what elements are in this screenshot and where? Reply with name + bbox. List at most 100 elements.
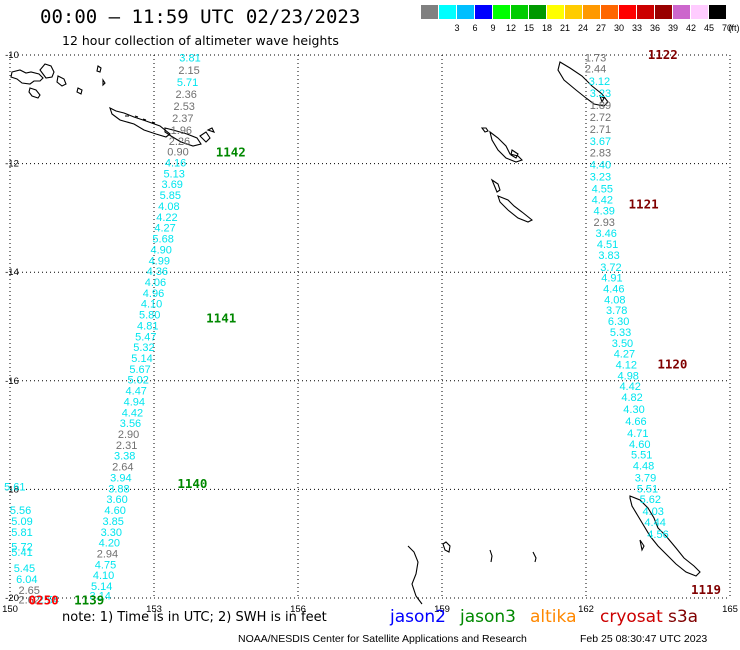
- swh-value: 5.71: [177, 77, 198, 89]
- swh-value: 4.46: [603, 283, 624, 295]
- orbit-number: 1119: [691, 582, 721, 597]
- swh-value: 3.60: [106, 494, 127, 506]
- satellite-name: s3a: [668, 607, 699, 627]
- legend-swatch: [673, 5, 690, 19]
- legend-swatch: [529, 5, 546, 19]
- legend-swatch: [637, 5, 654, 19]
- legend-swatch: [511, 5, 528, 19]
- x-tick-label: 150: [2, 604, 18, 615]
- swh-value: 4.82: [621, 392, 642, 404]
- y-tick-label: -14: [5, 267, 19, 278]
- swh-value: 2.93: [594, 217, 615, 229]
- swh-value: 5.68: [152, 234, 173, 246]
- coastline-chesterfield: [407, 541, 537, 605]
- swh-value: 4.20: [99, 538, 120, 550]
- x-tick-label: 162: [578, 604, 594, 615]
- swh-value: 3.69: [162, 179, 183, 191]
- swh-value: 3.12: [589, 76, 610, 88]
- x-tick-label: 159: [434, 604, 450, 615]
- legend-label: 3: [454, 23, 460, 33]
- swh-value: 3.83: [598, 250, 619, 262]
- orbit-number: 1140: [177, 476, 207, 491]
- y-tick-label: -18: [5, 484, 19, 495]
- swh-value: 2.31: [116, 440, 137, 452]
- swh-value: 4.08: [604, 294, 625, 306]
- legend-swatch: [547, 5, 564, 19]
- coastline-new-caledonia: [629, 495, 701, 577]
- coastline-solomons-east: [557, 61, 609, 107]
- swh-value: 2.36: [175, 89, 196, 101]
- coastline-rennell: [480, 127, 524, 163]
- coastline-louisiade: [109, 106, 171, 138]
- swh-value: 2.44: [585, 64, 606, 76]
- swh-value: 3.50: [612, 338, 633, 350]
- legend-swatch: [475, 5, 492, 19]
- x-tick-label: 165: [722, 604, 738, 615]
- coastlines: [10, 61, 701, 605]
- orbit-number: 0250: [29, 593, 59, 608]
- swh-value: 4.91: [601, 273, 622, 285]
- x-tick-label: 153: [146, 604, 162, 615]
- swh-value: 5.02: [127, 375, 148, 387]
- legend-swatch: [709, 5, 726, 19]
- legend-label: 15: [523, 23, 534, 33]
- legend-label: 70: [721, 23, 732, 33]
- swh-value: 1.73: [585, 53, 606, 65]
- legend-label: 6: [472, 23, 478, 33]
- legend-label: 12: [505, 23, 516, 33]
- swh-value: 2.72: [590, 112, 611, 124]
- swh-value: 4.55: [592, 184, 613, 196]
- swh-value: 3.23: [590, 172, 611, 184]
- swh-value: 2.94: [97, 548, 118, 560]
- swh-value: 4.27: [614, 349, 635, 361]
- swh-value: 5.80: [139, 310, 160, 322]
- swh-value: 5.33: [610, 327, 631, 339]
- swh-value: 4.42: [122, 407, 143, 419]
- swh-value: 4.99: [149, 255, 170, 267]
- legend-label: 33: [631, 23, 642, 33]
- swh-value: 2.62: [18, 595, 39, 607]
- legend-swatch: [619, 5, 636, 19]
- swh-value: 5.81: [11, 527, 32, 539]
- swh-value: 4.75: [95, 559, 116, 571]
- swh-value: 4.56: [647, 529, 668, 541]
- swh-value: 4.81: [137, 320, 158, 332]
- swh-value: 5.72: [11, 541, 32, 553]
- swh-value: 5.47: [135, 331, 156, 343]
- swh-value: 4.40: [590, 160, 611, 172]
- swh-value: 4.03: [642, 506, 663, 518]
- swh-value: 5.56: [10, 505, 31, 517]
- orbit-number: 1142: [216, 145, 246, 160]
- coastline-png-east: [10, 63, 106, 99]
- swh-value: 3.38: [114, 451, 135, 463]
- swh-value: 5.13: [163, 168, 184, 180]
- swh-value: 2.54: [38, 595, 59, 607]
- swh-value: 3.46: [595, 228, 616, 240]
- orbit-number: 1121: [629, 196, 659, 211]
- swh-value: 4.44: [644, 517, 665, 529]
- swh-value: 4.12: [616, 360, 637, 372]
- swh-value: 3.72: [600, 262, 621, 274]
- coastline-rossel: [164, 127, 216, 147]
- legend-swatch: [493, 5, 510, 19]
- swh-value: 3.67: [590, 136, 611, 148]
- swh-value: 2.90: [118, 429, 139, 441]
- legend-swatch: [655, 5, 672, 19]
- swh-value: 1.96: [171, 125, 192, 137]
- swh-value: 4.22: [156, 212, 177, 224]
- swh-value: 4.60: [629, 439, 650, 451]
- legend-label: 9: [490, 23, 496, 33]
- orbit-number: 1120: [657, 357, 687, 372]
- footer-note: note: 1) Time is in UTC; 2) SWH is in fe…: [62, 610, 327, 625]
- swh-value: 4.36: [147, 266, 168, 278]
- orbit-number: 1122: [648, 47, 678, 62]
- orbit-number: 1141: [206, 310, 236, 325]
- y-tick-label: -12: [5, 159, 19, 170]
- legend-unit: (ft): [728, 23, 740, 33]
- swh-value: 5.85: [160, 190, 181, 202]
- swh-value: 4.96: [143, 288, 164, 300]
- legend-label: 42: [685, 23, 696, 33]
- orbit-number: 1139: [74, 593, 104, 608]
- swh-value: 3.79: [635, 472, 656, 484]
